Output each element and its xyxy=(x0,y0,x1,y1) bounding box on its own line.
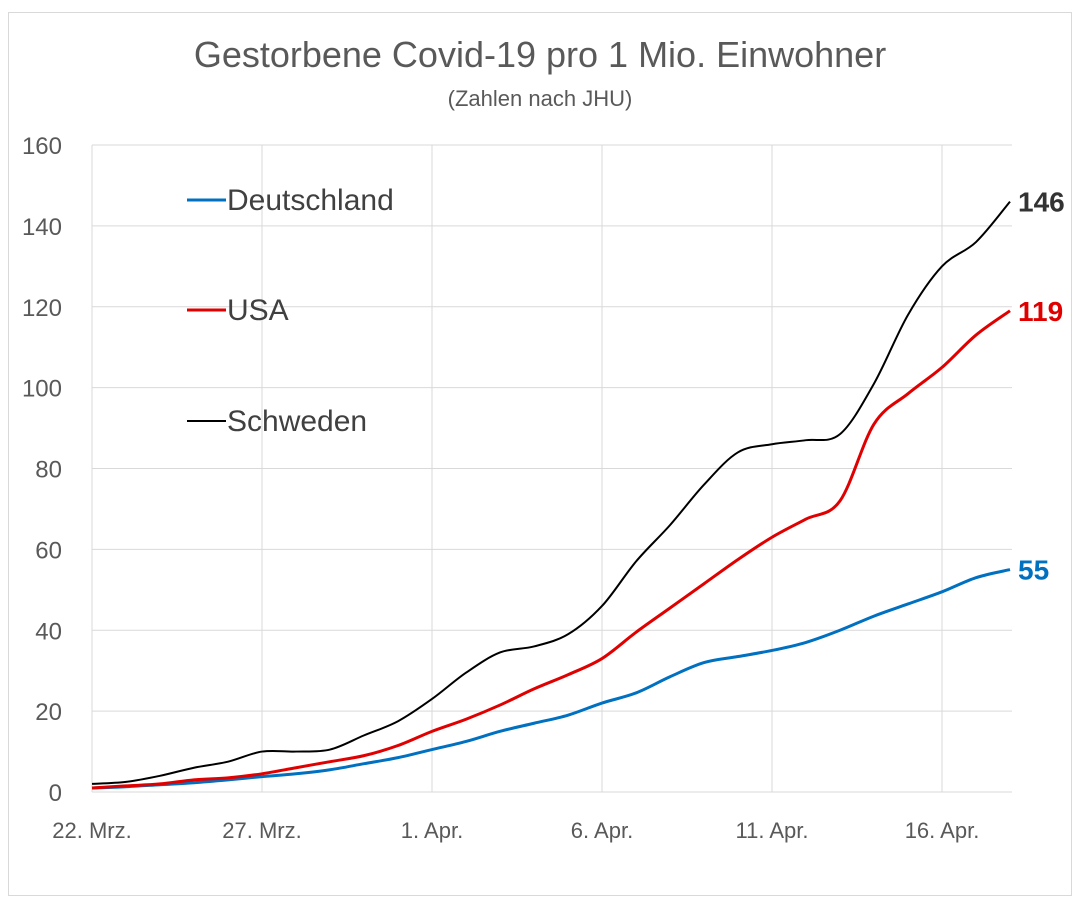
y-tick-label: 60 xyxy=(35,537,62,564)
y-tick-label: 100 xyxy=(22,376,62,403)
end-value-label: 146 xyxy=(1018,187,1065,218)
y-tick-label: 40 xyxy=(35,618,62,645)
end-value-label: 119 xyxy=(1018,296,1063,327)
series-line-usa xyxy=(91,309,1011,790)
series-line-schweden xyxy=(91,200,1011,785)
chart-title: Gestorbene Covid-19 pro 1 Mio. Einwohner xyxy=(193,34,887,75)
x-tick-label: 27. Mrz. xyxy=(222,818,301,843)
y-tick-label: 160 xyxy=(22,133,62,160)
x-tick-label: 11. Apr. xyxy=(736,818,809,843)
series-line-deutschland xyxy=(91,568,1011,790)
y-tick-label: 20 xyxy=(35,699,62,726)
chart-subtitle: (Zahlen nach JHU) xyxy=(447,86,633,111)
legend-label: Deutschland xyxy=(227,184,394,217)
x-tick-label: 22. Mrz. xyxy=(52,818,131,843)
x-tick-label: 16. Apr. xyxy=(905,818,980,843)
y-tick-label: 140 xyxy=(22,214,62,241)
legend-label: USA xyxy=(227,294,289,327)
y-tick-label: 80 xyxy=(35,457,62,484)
end-value-label: 55 xyxy=(1018,555,1049,586)
chart-frame xyxy=(8,12,1072,896)
legend-label: Schweden xyxy=(227,405,367,438)
x-tick-label: 1. Apr. xyxy=(401,818,463,843)
y-tick-label: 0 xyxy=(49,780,62,807)
y-tick-label: 120 xyxy=(22,295,62,322)
x-tick-label: 6. Apr. xyxy=(571,818,633,843)
